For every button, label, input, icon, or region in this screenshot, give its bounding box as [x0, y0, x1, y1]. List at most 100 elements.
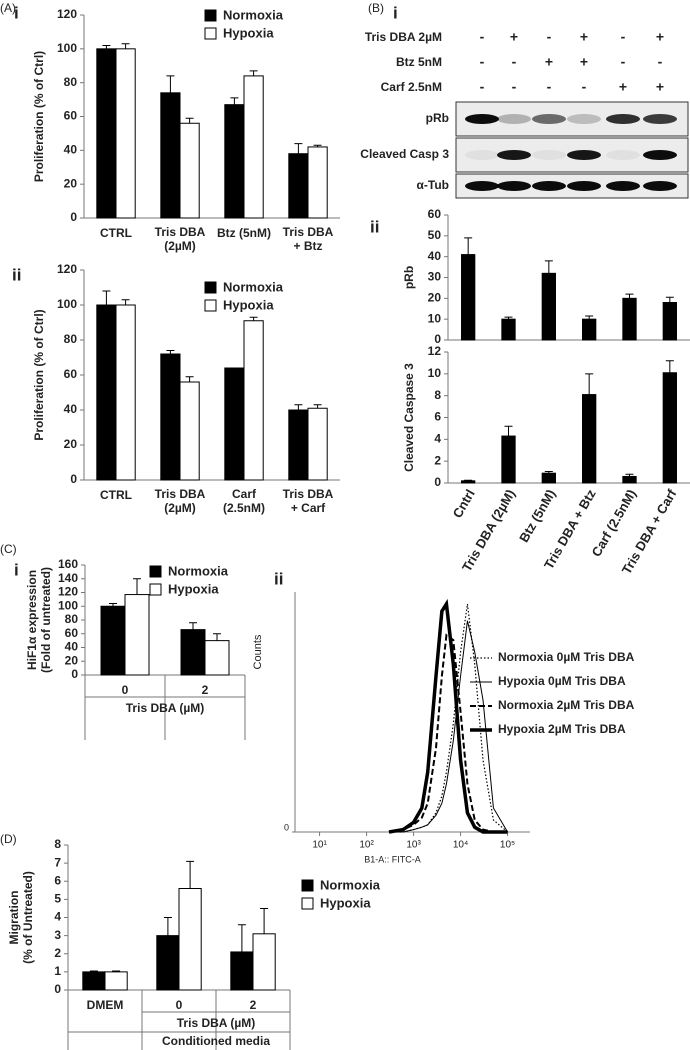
bar	[96, 304, 117, 481]
y-tick-label: 140	[58, 571, 78, 585]
y-tick-label: 20	[65, 653, 79, 667]
y-tick-label: 100	[57, 41, 77, 55]
y-tick-label: 8	[434, 388, 441, 402]
legend-swatch	[204, 299, 217, 312]
bar	[622, 475, 637, 484]
x-tick-label: 0	[176, 998, 183, 1012]
treatment-sign: +	[510, 29, 518, 45]
x-tick-label: Cntrl	[450, 487, 478, 521]
error-bar	[102, 290, 111, 305]
y-axis-label: Counts	[252, 634, 264, 669]
y-tick-label: 0	[54, 982, 61, 996]
subpanel-label: i	[14, 3, 19, 22]
y-axis-label: pRb	[402, 266, 416, 289]
treatment-sign: -	[480, 79, 485, 95]
x-axis-label: B1-A:: FITC-A	[364, 854, 421, 864]
x-tick-label: 10³	[406, 840, 421, 851]
bar	[307, 146, 328, 219]
error-bar	[464, 237, 473, 255]
legend-swatch	[204, 27, 217, 40]
panel-label: (C)	[0, 542, 17, 556]
treatment-label: Tris DBA 2µM	[365, 30, 442, 44]
treatment-sign: -	[547, 79, 552, 95]
bar	[541, 272, 556, 341]
error-bar	[504, 425, 513, 437]
y-tick-label: 1	[54, 964, 61, 978]
error-bar	[133, 578, 141, 595]
band	[643, 181, 677, 191]
bar	[461, 480, 476, 484]
x-tick-label: Btz (5nM)	[217, 226, 271, 240]
legend-label: Normoxia	[168, 563, 229, 578]
y-axis-label: HiF1α expression(Fold of untreated)	[25, 567, 53, 673]
legend-label: Normoxia	[320, 877, 381, 892]
y-tick-label: 40	[64, 402, 78, 416]
error-bar	[260, 907, 269, 934]
x-tick-label: DMEM	[87, 998, 124, 1012]
y-tick-label: 30	[428, 270, 442, 284]
y-axis-label: Proliferation (% of Ctrl)	[32, 309, 46, 440]
error-bar	[121, 299, 130, 305]
bar	[582, 394, 597, 484]
curve	[388, 598, 508, 834]
bar	[582, 318, 597, 341]
y-tick-label: 120	[58, 585, 78, 599]
bar	[622, 297, 637, 341]
bar	[115, 48, 136, 219]
bar	[243, 320, 264, 481]
legend-label: Hypoxia	[320, 895, 371, 910]
treatment-sign: -	[621, 29, 626, 45]
legend-swatch	[301, 897, 314, 910]
error-bar	[249, 316, 258, 321]
error-bar	[249, 70, 258, 76]
x-axis-label: Tris DBA (µM)	[177, 1016, 255, 1030]
y-tick-label: 40	[64, 143, 78, 157]
y-tick-label: 0	[284, 822, 289, 832]
x-tick-label: 0	[122, 683, 129, 697]
y-tick-label: 60	[64, 109, 78, 123]
y-tick-label: 0	[434, 475, 441, 489]
y-tick-label: 20	[64, 437, 78, 451]
treatment-sign: +	[656, 79, 664, 95]
error-bar	[121, 43, 130, 49]
curve	[389, 603, 508, 833]
treatment-sign: +	[619, 79, 627, 95]
y-tick-label: 8	[54, 837, 61, 851]
y-tick-label: 6	[54, 873, 61, 887]
band	[465, 114, 499, 124]
error-bar	[313, 404, 322, 409]
band	[606, 181, 640, 191]
x-axis-label: Tris DBA (µM)	[126, 701, 204, 715]
y-tick-label: 80	[64, 332, 78, 346]
y-tick-label: 20	[64, 176, 78, 190]
x-tick-label: 2	[202, 683, 209, 697]
bar	[115, 304, 136, 481]
band	[532, 181, 566, 191]
bar	[179, 381, 200, 481]
band	[606, 114, 640, 124]
error-bar	[102, 44, 111, 49]
legend-swatch	[149, 565, 162, 578]
error-bar	[625, 293, 634, 299]
legend-label: Hypoxia	[168, 581, 219, 596]
curve	[388, 633, 508, 833]
y-tick-label: 50	[428, 228, 442, 242]
band-label: Cleaved Casp 3	[360, 147, 449, 161]
bar	[124, 594, 150, 676]
group-label: Conditioned media	[162, 1034, 270, 1048]
band	[532, 150, 566, 160]
treatment-sign: -	[547, 29, 552, 45]
y-tick-label: 0	[70, 472, 77, 486]
x-tick-label: Tris DBA + Btz	[283, 225, 334, 253]
band	[465, 150, 499, 160]
error-bar	[464, 479, 473, 481]
bar	[230, 951, 254, 991]
bar	[160, 92, 181, 219]
bar	[100, 605, 126, 676]
bar	[224, 367, 245, 481]
band-label: pRb	[426, 111, 449, 125]
bar	[461, 254, 476, 341]
error-bar	[313, 144, 322, 147]
subpanel-label: ii	[274, 569, 283, 588]
